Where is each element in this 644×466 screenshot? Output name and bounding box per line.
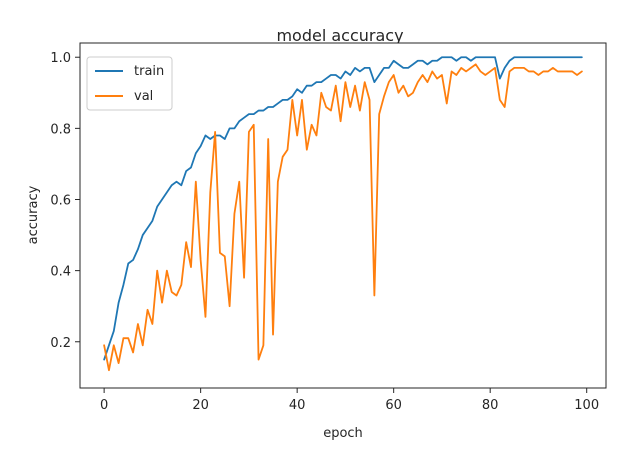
y-tick-label-0.8: 0.8 bbox=[50, 122, 71, 137]
plot-frame bbox=[79, 42, 607, 389]
y-tick-label-1: 1.0 bbox=[50, 51, 71, 66]
series-line-val bbox=[103, 63, 583, 372]
legend: train val bbox=[86, 56, 173, 111]
x-tick-label-20: 20 bbox=[192, 398, 209, 413]
x-tick-label-60: 60 bbox=[385, 398, 402, 413]
x-axis: 0 20 40 60 80 100 bbox=[100, 388, 599, 413]
y-tick-label-0.6: 0.6 bbox=[50, 193, 71, 208]
x-tick-label-0: 0 bbox=[100, 398, 108, 413]
y-tick-label-0.4: 0.4 bbox=[50, 265, 71, 280]
series-line-train bbox=[103, 56, 583, 361]
y-axis: 0.2 0.4 0.6 0.8 1.0 bbox=[50, 51, 80, 351]
y-axis-label: accuracy bbox=[26, 185, 41, 244]
legend-val-label: val bbox=[134, 89, 153, 104]
x-tick-label-80: 80 bbox=[482, 398, 499, 413]
y-tick-label-0.2: 0.2 bbox=[50, 336, 71, 351]
x-tick-label-100: 100 bbox=[574, 398, 599, 413]
x-axis-label: epoch bbox=[323, 426, 363, 441]
chart-title: model accuracy bbox=[276, 26, 403, 45]
series-layer bbox=[103, 56, 583, 372]
legend-train-label: train bbox=[134, 64, 164, 79]
x-tick-label-40: 40 bbox=[289, 398, 306, 413]
